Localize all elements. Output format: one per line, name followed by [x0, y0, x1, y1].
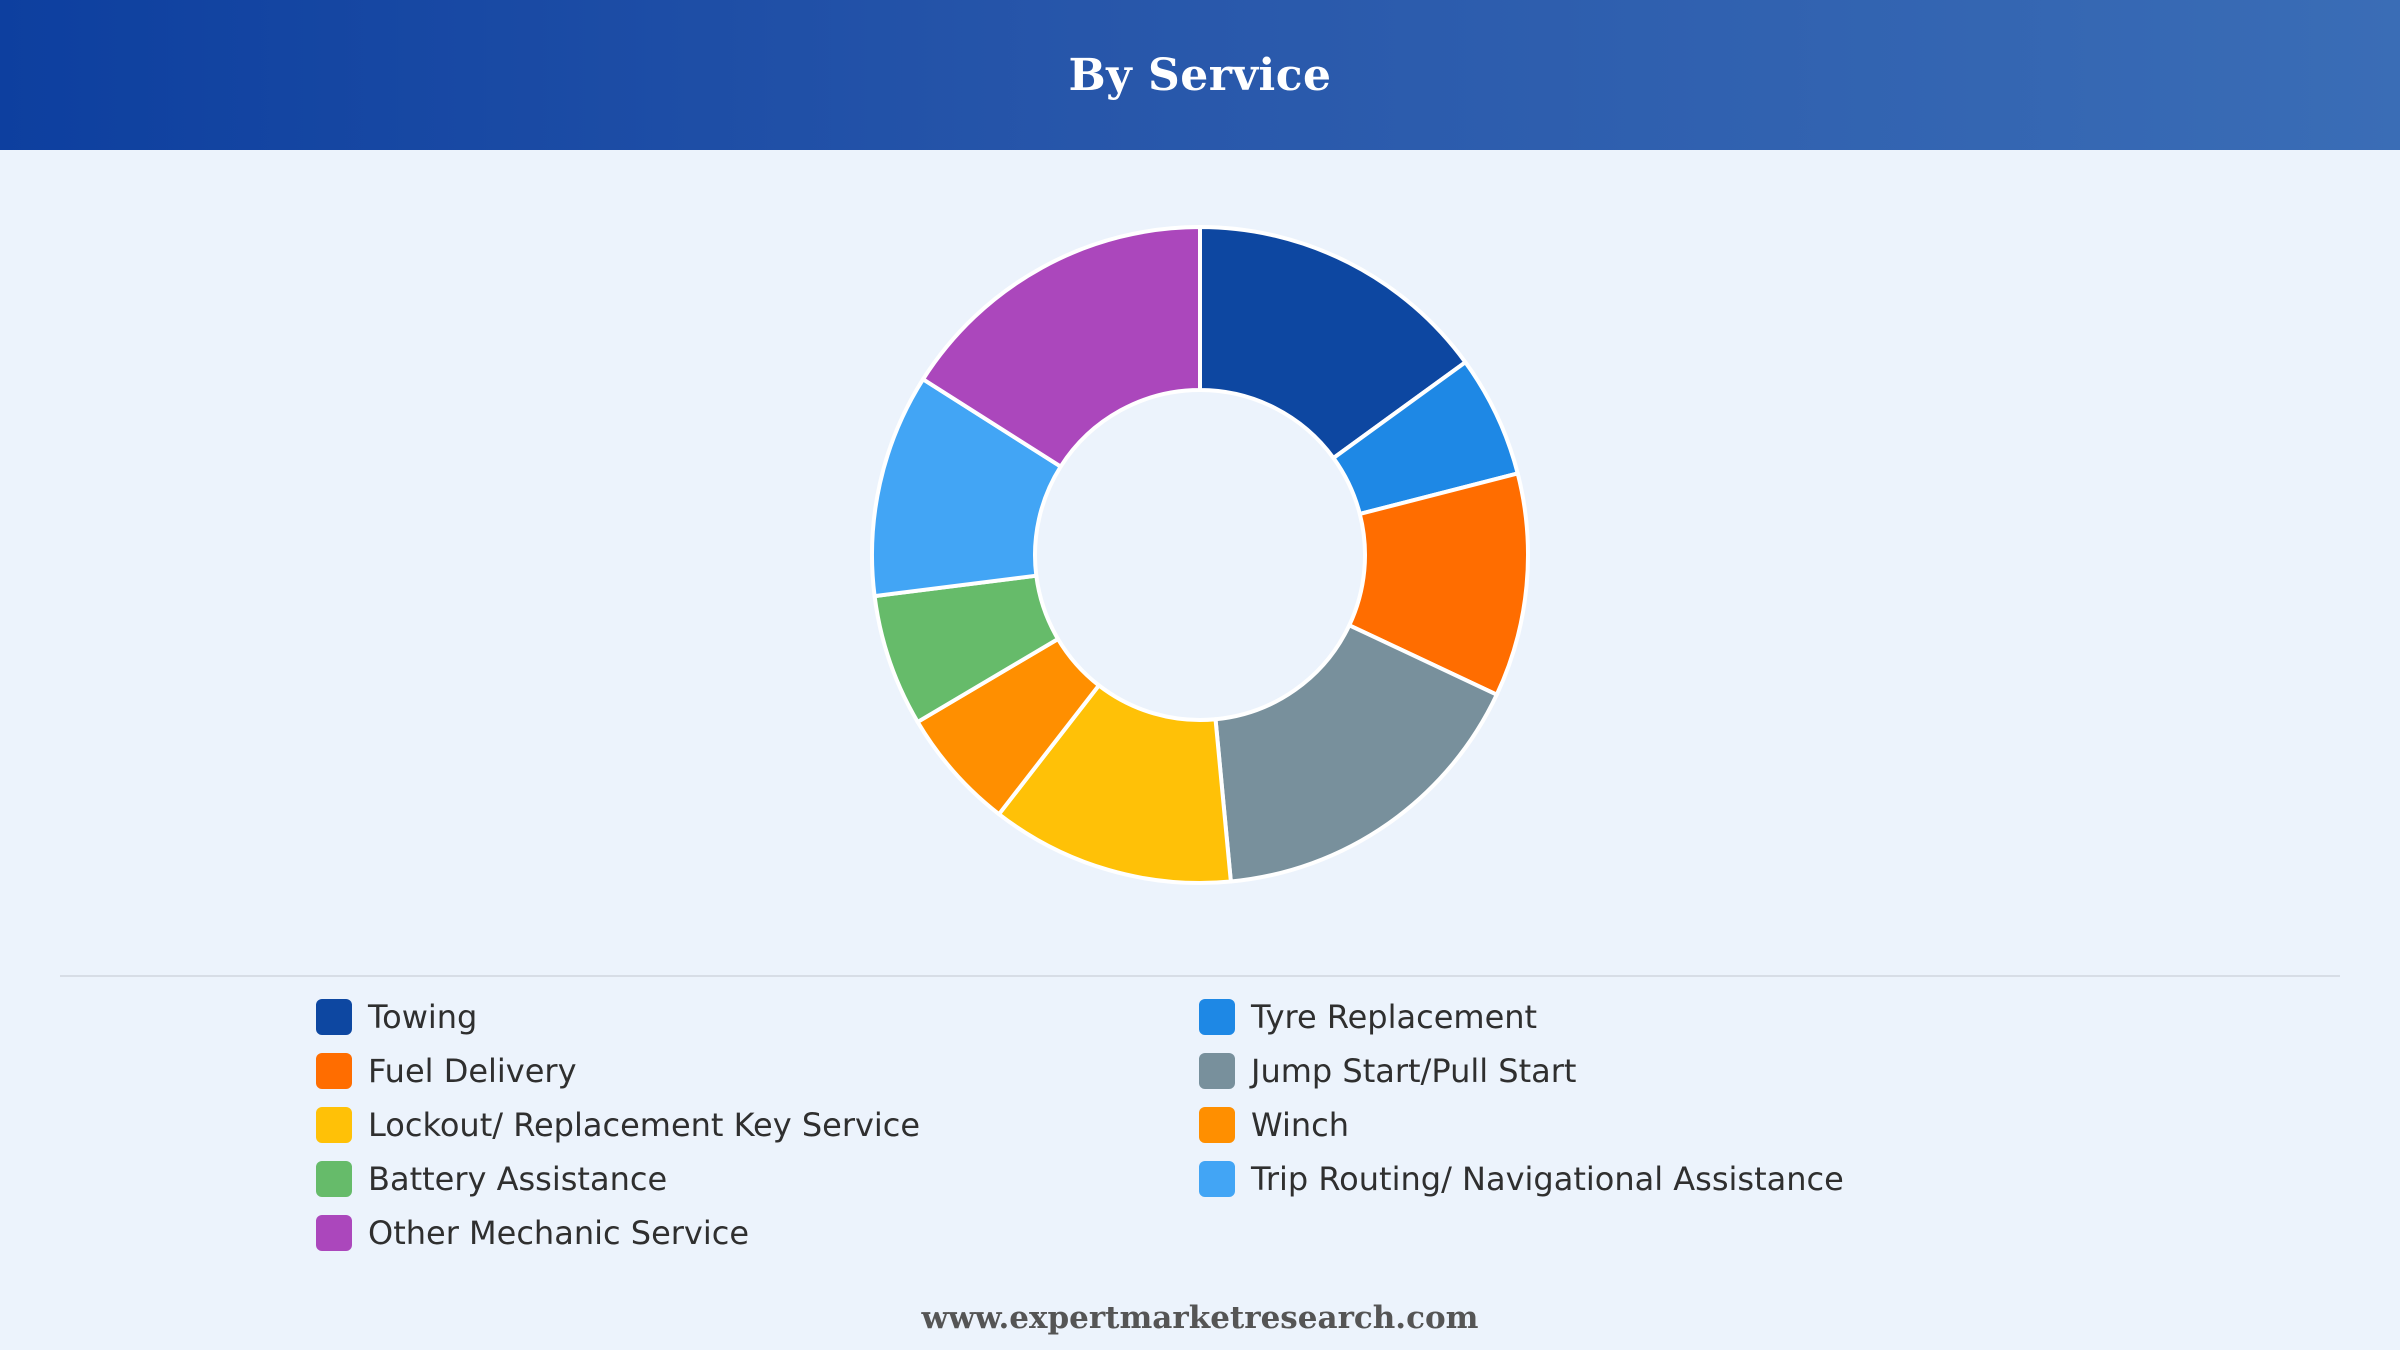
legend-swatch [316, 1053, 352, 1089]
donut-chart [870, 225, 1530, 885]
legend-label: Winch [1251, 1106, 1349, 1144]
legend-swatch [316, 1161, 352, 1197]
legend-label: Tyre Replacement [1251, 998, 1538, 1036]
legend-swatch [316, 999, 352, 1035]
donut-slice-lockout-replacement-key-service [996, 683, 1233, 885]
legend-swatch [316, 1215, 352, 1251]
legend-divider [60, 975, 2340, 977]
legend-label: Lockout/ Replacement Key Service [368, 1106, 921, 1144]
legend-item: Lockout/ Replacement Key Service [316, 1098, 1199, 1152]
legend-label: Battery Assistance [368, 1160, 668, 1198]
legend-label: Towing [368, 998, 478, 1036]
legend-swatch [1199, 1053, 1235, 1089]
legend-swatch [1199, 999, 1235, 1035]
legend-item: Winch [1199, 1098, 2099, 1152]
donut-slice-towing [1198, 225, 1468, 461]
legend-item: Battery Assistance [316, 1152, 1199, 1206]
legend-swatch [316, 1107, 352, 1143]
legend-item: Towing [316, 990, 1199, 1044]
legend-swatch [1199, 1107, 1235, 1143]
donut-slice-jump-start-pull-start [1213, 623, 1499, 884]
header-bar: By Service [0, 0, 2400, 150]
legend-label: Other Mechanic Service [368, 1214, 750, 1252]
legend-item: Tyre Replacement [1199, 990, 2099, 1044]
footer-url: www.expertmarketresearch.com [921, 1300, 1479, 1336]
legend-item: Fuel Delivery [316, 1044, 1199, 1098]
legend-item: Other Mechanic Service [316, 1206, 1199, 1260]
legend-swatch [1199, 1161, 1235, 1197]
legend-item: Jump Start/Pull Start [1199, 1044, 2099, 1098]
legend-label: Jump Start/Pull Start [1251, 1052, 1577, 1090]
donut-slice-trip-routing-navigational-assistance [870, 377, 1063, 599]
chart-legend: Towing Tyre Replacement Fuel Delivery Jump … [316, 990, 2116, 1260]
legend-label: Fuel Delivery [368, 1052, 577, 1090]
legend-label: Trip Routing/ Navigational Assistance [1251, 1160, 1844, 1198]
legend-item: Trip Routing/ Navigational Assistance [1199, 1152, 2099, 1206]
donut-slice-other-mechanic-service [921, 225, 1202, 469]
chart-title: By Service [1068, 49, 1332, 101]
donut-slice-fuel-delivery [1347, 471, 1530, 697]
